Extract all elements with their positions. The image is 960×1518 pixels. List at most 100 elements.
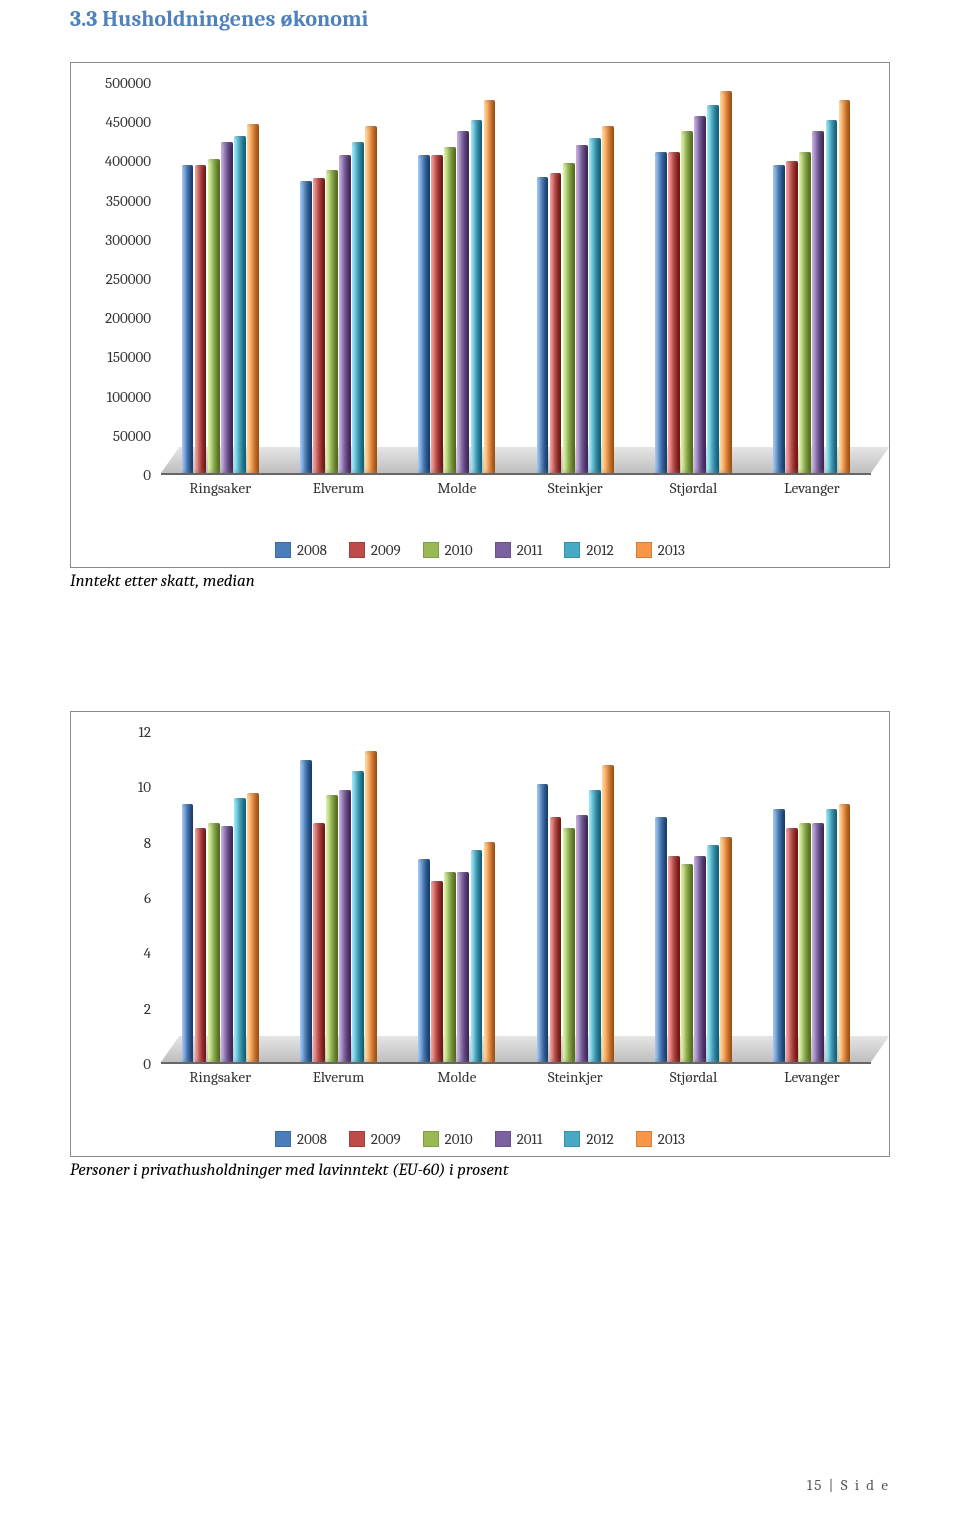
bar bbox=[668, 152, 680, 473]
bar bbox=[313, 823, 325, 1062]
y-tick: 250000 bbox=[106, 270, 151, 288]
bar bbox=[444, 147, 456, 473]
x-label: Stjørdal bbox=[670, 1068, 717, 1086]
bar bbox=[786, 161, 798, 473]
legend-item: 2009 bbox=[349, 1130, 401, 1148]
bar bbox=[812, 131, 824, 473]
x-label: Ringsaker bbox=[189, 1068, 251, 1086]
bar bbox=[313, 178, 325, 473]
y-tick: 200000 bbox=[105, 309, 151, 327]
y-tick: 12 bbox=[138, 723, 151, 741]
bar bbox=[602, 126, 614, 473]
bar bbox=[839, 100, 851, 473]
y-tick: 0 bbox=[143, 1055, 151, 1073]
bar bbox=[234, 798, 246, 1062]
income-chart: 0500001000001500002000002500003000003500… bbox=[81, 75, 879, 535]
bar bbox=[576, 815, 588, 1063]
bar bbox=[799, 152, 811, 473]
bar bbox=[208, 823, 220, 1062]
bar bbox=[182, 804, 194, 1063]
x-label: Molde bbox=[437, 479, 476, 497]
bar bbox=[839, 804, 851, 1063]
legend-item: 2012 bbox=[564, 1130, 613, 1148]
y-tick: 4 bbox=[144, 944, 151, 962]
y-tick: 150000 bbox=[107, 348, 151, 366]
x-label: Steinkjer bbox=[548, 479, 603, 497]
bar bbox=[208, 159, 220, 473]
legend-item: 2009 bbox=[349, 541, 401, 559]
bar bbox=[537, 177, 549, 473]
bar bbox=[352, 771, 364, 1063]
x-label: Ringsaker bbox=[189, 479, 251, 497]
x-label: Levanger bbox=[784, 479, 839, 497]
y-tick: 50000 bbox=[113, 427, 151, 445]
bar bbox=[773, 809, 785, 1062]
y-tick: 350000 bbox=[106, 192, 151, 210]
bar bbox=[786, 828, 798, 1062]
bar bbox=[707, 105, 719, 473]
legend-item: 2010 bbox=[423, 541, 473, 559]
bar bbox=[589, 790, 601, 1062]
chart-1-caption: Inntekt etter skatt, median bbox=[70, 572, 890, 591]
bar bbox=[602, 765, 614, 1062]
chart-1-frame: 0500001000001500002000002500003000003500… bbox=[70, 62, 890, 568]
bar bbox=[300, 760, 312, 1063]
bar bbox=[812, 823, 824, 1062]
chart-2-frame: 024681012RingsakerElverumMoldeSteinkjerS… bbox=[70, 711, 890, 1157]
bar bbox=[773, 165, 785, 473]
bar bbox=[826, 120, 838, 473]
bar bbox=[799, 823, 811, 1062]
lowincome-chart: 024681012RingsakerElverumMoldeSteinkjerS… bbox=[81, 724, 879, 1124]
bar bbox=[694, 116, 706, 473]
legend-item: 2013 bbox=[636, 1130, 685, 1148]
bar bbox=[365, 751, 377, 1062]
bar bbox=[431, 155, 443, 473]
bar bbox=[550, 173, 562, 473]
bar bbox=[247, 793, 259, 1063]
bar bbox=[563, 163, 575, 473]
bar bbox=[221, 142, 233, 474]
bar bbox=[681, 131, 693, 473]
bar bbox=[300, 181, 312, 474]
y-tick: 450000 bbox=[105, 113, 151, 131]
bar bbox=[550, 817, 562, 1062]
bar bbox=[352, 142, 364, 474]
bar bbox=[234, 136, 246, 473]
legend-item: 2012 bbox=[564, 541, 613, 559]
bar bbox=[707, 845, 719, 1062]
y-tick: 100000 bbox=[107, 388, 151, 406]
bar bbox=[195, 165, 207, 473]
legend-item: 2010 bbox=[423, 1130, 473, 1148]
bar bbox=[576, 145, 588, 473]
bar bbox=[668, 856, 680, 1062]
bar bbox=[655, 817, 667, 1062]
y-tick: 6 bbox=[144, 889, 151, 907]
bar bbox=[694, 856, 706, 1062]
bar bbox=[339, 790, 351, 1062]
legend-item: 2011 bbox=[495, 1130, 543, 1148]
legend-item: 2013 bbox=[636, 541, 685, 559]
bar bbox=[471, 120, 483, 473]
bar bbox=[484, 842, 496, 1062]
bar bbox=[365, 126, 377, 473]
legend-item: 2008 bbox=[275, 541, 327, 559]
bar bbox=[826, 809, 838, 1062]
bar bbox=[247, 124, 259, 473]
y-tick: 8 bbox=[144, 834, 151, 852]
bar bbox=[457, 131, 469, 473]
legend-item: 2008 bbox=[275, 1130, 327, 1148]
x-label: Elverum bbox=[313, 1068, 365, 1086]
x-label: Elverum bbox=[313, 479, 365, 497]
section-title: 3.3 Husholdningenes økonomi bbox=[70, 6, 890, 32]
y-tick: 400000 bbox=[105, 152, 151, 170]
x-label: Stjørdal bbox=[670, 479, 717, 497]
y-tick: 10 bbox=[138, 778, 151, 796]
bar bbox=[326, 170, 338, 473]
y-tick: 2 bbox=[144, 1000, 151, 1018]
bar bbox=[326, 795, 338, 1062]
x-label: Steinkjer bbox=[548, 1068, 603, 1086]
bar bbox=[563, 828, 575, 1062]
bar bbox=[418, 859, 430, 1063]
bar bbox=[339, 155, 351, 473]
bar bbox=[720, 837, 732, 1063]
